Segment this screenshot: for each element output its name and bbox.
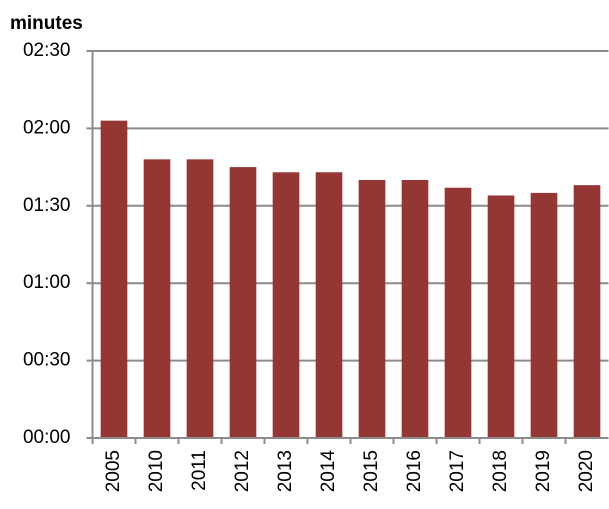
- x-tick-label: 2020: [576, 450, 597, 492]
- bar: [573, 185, 601, 438]
- bar: [315, 172, 343, 438]
- y-tick-label: 00:00: [23, 427, 71, 448]
- bar: [444, 187, 472, 438]
- x-tick-label: 2017: [447, 450, 468, 492]
- bar: [143, 159, 171, 439]
- x-tick-label: 2015: [361, 450, 382, 492]
- x-tick-label: 2010: [146, 450, 167, 492]
- x-tick-label: 2005: [103, 450, 124, 492]
- bar: [229, 167, 257, 438]
- x-tick-label: 2016: [404, 450, 425, 492]
- y-tick-label: 02:00: [23, 117, 71, 138]
- bar: [100, 120, 128, 438]
- y-tick-label: 01:30: [23, 195, 71, 216]
- bar: [272, 172, 300, 438]
- y-axis-label: minutes: [10, 13, 83, 34]
- bar: [487, 195, 515, 438]
- bar: [186, 159, 214, 439]
- x-tick-label: 2014: [318, 450, 339, 493]
- x-tick-label: 2018: [490, 450, 511, 492]
- x-tick-label: 2019: [533, 450, 554, 492]
- bar: [358, 180, 386, 438]
- y-tick-label: 01:00: [23, 272, 71, 293]
- y-tick-label: 02:30: [23, 40, 71, 61]
- bar: [401, 180, 429, 438]
- y-tick-label: 00:30: [23, 350, 71, 371]
- x-tick-label: 2011: [189, 450, 210, 491]
- x-tick-label: 2013: [275, 450, 296, 492]
- x-tick-label: 2012: [232, 450, 253, 492]
- bar: [530, 192, 558, 438]
